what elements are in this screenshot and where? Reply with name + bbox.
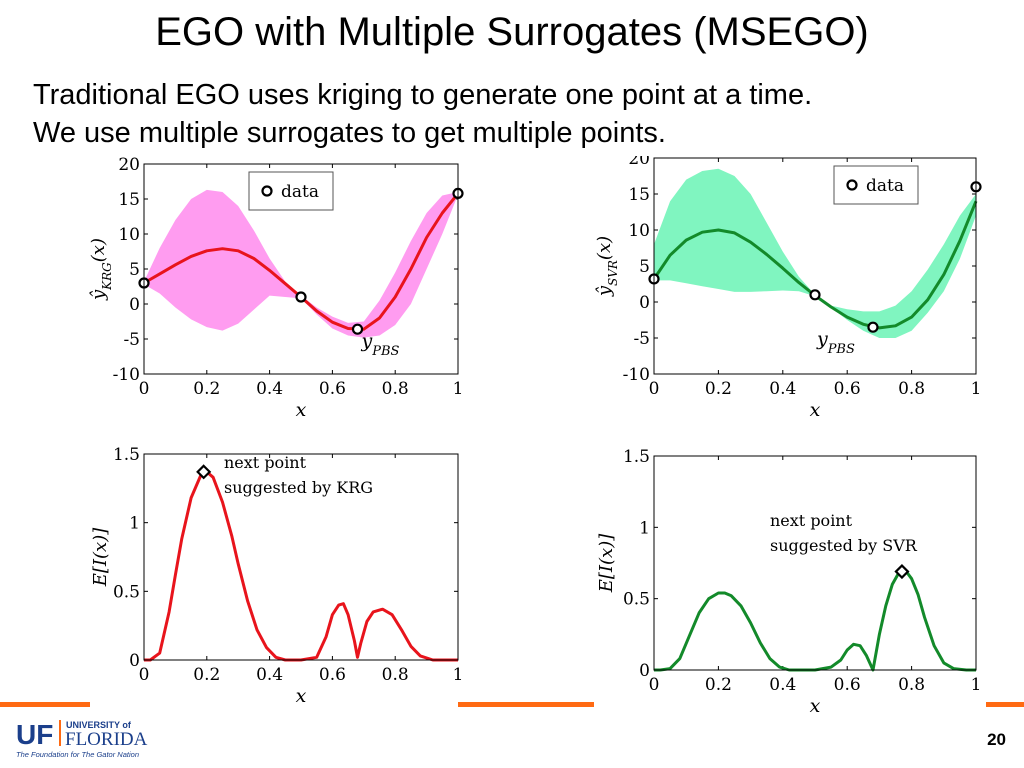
legend-marker	[846, 179, 858, 191]
plot-frame	[653, 157, 977, 375]
x-tick-label: 0.8	[382, 665, 409, 685]
y-tick-label: -10	[623, 365, 650, 385]
y-pbs-annotation: yPBS	[816, 328, 855, 357]
x-axis-label: x	[810, 695, 821, 716]
x-tick-label: 0.6	[834, 379, 861, 399]
suggested-point-marker	[894, 564, 910, 580]
y-axis-label: E[I(x)]	[90, 527, 111, 587]
plot-frame	[653, 455, 977, 671]
prediction-band	[654, 168, 976, 338]
y-tick-label: 0	[129, 651, 140, 671]
x-tick-label: 0.8	[898, 675, 925, 695]
x-tick-label: 1	[971, 379, 982, 399]
krg-ei-chart: 0 0.2 0.4 0.6 0.8 1 0 0.5 1 1.5 x next point suggest…	[90, 446, 464, 706]
y-tick-label: 1	[639, 518, 650, 538]
plot-frame	[143, 163, 459, 375]
next-point-annotation: suggested by KRG	[224, 478, 373, 497]
x-tick-label: 0.6	[319, 379, 346, 399]
legend-label: data	[281, 182, 319, 202]
next-point-annotation: next point	[224, 453, 307, 472]
x-tick-label: 0.6	[319, 665, 346, 685]
y-tick-label: 20	[628, 156, 650, 169]
logo-university-of: UNIVERSITY of	[66, 720, 132, 730]
x-tick-label: 0.2	[705, 379, 732, 399]
slide-number: 20	[987, 730, 1006, 749]
y-tick-label: -5	[633, 329, 650, 349]
data-point	[351, 323, 364, 335]
next-point-annotation: suggested by SVR	[770, 536, 918, 555]
logo-florida: FLORIDA	[65, 729, 148, 750]
slide-title: EGO with Multiple Surrogates (MSEGO)	[155, 10, 869, 54]
ei-curve	[654, 568, 976, 672]
x-tick-label: 0.2	[193, 379, 220, 399]
x-tick-label: 1	[453, 665, 464, 685]
y-tick-label: 15	[628, 185, 650, 205]
y-axis-label: ŷKRG(x)	[88, 238, 114, 301]
x-tick-label: 0.4	[256, 665, 283, 685]
y-tick-label: 15	[118, 190, 140, 210]
x-tick-label: 0.4	[256, 379, 283, 399]
logo-divider	[59, 720, 61, 746]
legend-label: data	[866, 176, 904, 196]
bullet-item: Traditional EGO uses kriging to generate…	[33, 79, 813, 111]
bullet-item: We use multiple surrogates to get multip…	[33, 117, 666, 149]
x-tick-label: 1	[971, 675, 982, 695]
data-point	[295, 291, 307, 303]
x-tick-label: 0	[139, 665, 150, 685]
y-tick-label: 10	[628, 221, 650, 241]
x-tick-label: 0.2	[193, 665, 220, 685]
footer-bar-right	[986, 702, 1024, 707]
y-tick-label: -5	[123, 330, 140, 350]
y-pbs-annotation: yPBS	[361, 330, 400, 359]
x-tick-label: 0.8	[382, 379, 409, 399]
x-tick-label: 0.6	[834, 675, 861, 695]
x-tick-label: 0.2	[705, 675, 732, 695]
y-tick-label: 0	[129, 295, 140, 315]
data-point	[867, 321, 879, 333]
suggested-point-marker	[196, 464, 212, 480]
bullet-list: Traditional EGO uses kriging to generate…	[33, 76, 812, 152]
logo-tagline: The Foundation for The Gator Nation	[16, 750, 139, 759]
x-axis-label: x	[296, 685, 307, 706]
y-axis-label: ŷSVR(x)	[594, 236, 620, 297]
logo-monogram: UF	[16, 719, 53, 750]
y-tick-label: 1.5	[113, 446, 140, 465]
x-tick-label: 0.4	[769, 379, 796, 399]
y-tick-label: 20	[118, 156, 140, 175]
x-tick-label: 0	[649, 379, 660, 399]
next-point-annotation: next point	[770, 511, 853, 530]
legend-marker	[261, 185, 273, 197]
ei-curve	[144, 470, 458, 662]
y-tick-label: 5	[639, 257, 650, 277]
x-axis-label: x	[296, 399, 307, 418]
y-tick-label: 0.5	[113, 582, 140, 602]
y-tick-label: 1	[129, 514, 140, 534]
footer-bar-middle	[458, 702, 594, 707]
y-tick-label: 0	[639, 661, 650, 681]
svr-ei-chart: 0 0.2 0.4 0.6 0.8 1 0 0.5 1 1.5 x next point suggest…	[596, 447, 982, 716]
data-point	[809, 289, 821, 301]
y-tick-label: 0	[639, 293, 650, 313]
y-tick-label: 1.5	[623, 447, 650, 467]
svr-fit-chart: 0 0.2 0.4 0.6 0.8 1 -10 -5 0 5 10 15 20 x data yPBS ŷSVR…	[594, 156, 982, 418]
y-tick-label: 10	[118, 225, 140, 245]
prediction-band	[144, 189, 458, 338]
y-tick-label: -10	[113, 365, 140, 385]
x-tick-label: 0	[139, 379, 150, 399]
y-tick-label: 0.5	[623, 590, 650, 610]
university-of-florida-logo: UF UNIVERSITY of FLORIDA The Foundation …	[16, 719, 148, 759]
x-tick-label: 0.8	[898, 379, 925, 399]
y-axis-label: E[I(x)]	[596, 533, 617, 593]
x-tick-label: 1	[453, 379, 464, 399]
x-tick-label: 0	[649, 675, 660, 695]
krg-fit-chart: 0 0.2 0.4 0.6 0.8 1 -10 -5 0 5 10 15 20 x data yPBS ŷKRG…	[88, 156, 464, 418]
plot-frame	[143, 453, 459, 661]
footer-bar-left	[0, 702, 90, 707]
plot-area	[654, 456, 976, 670]
x-axis-label: x	[810, 399, 821, 418]
x-tick-label: 0.4	[769, 675, 796, 695]
y-tick-label: 5	[129, 260, 140, 280]
